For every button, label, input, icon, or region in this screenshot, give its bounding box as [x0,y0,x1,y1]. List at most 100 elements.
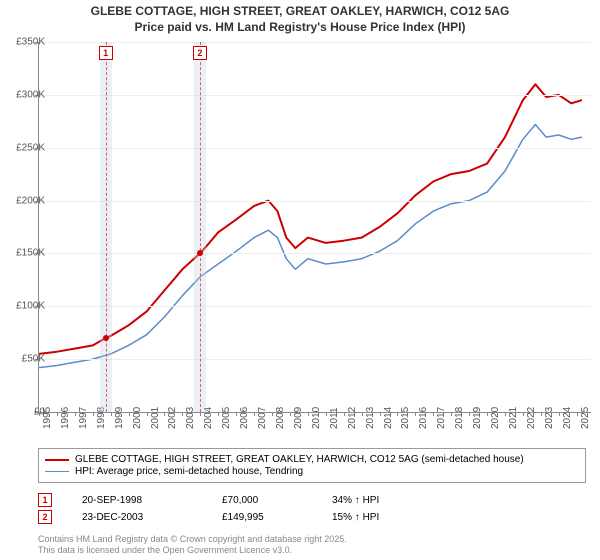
x-tick-label: 2007 [257,407,268,429]
x-tick-label: 2012 [347,407,358,429]
sale-pct-2: 15% ↑ HPI [332,512,422,523]
x-tick-mark [57,412,58,416]
x-tick-label: 2006 [239,407,250,429]
x-tick-mark [75,412,76,416]
x-tick-label: 2024 [562,407,573,429]
y-gridline [39,42,591,43]
y-tick-label: £300K [5,89,45,100]
chart-title-block: GLEBE COTTAGE, HIGH STREET, GREAT OAKLEY… [0,0,600,35]
legend-label-property: GLEBE COTTAGE, HIGH STREET, GREAT OAKLEY… [75,454,524,465]
x-tick-mark [380,412,381,416]
sale-dot [103,335,109,341]
sale-marker-box: 2 [193,46,207,60]
sale-marker-box: 1 [99,46,113,60]
x-tick-mark [415,412,416,416]
x-tick-label: 2021 [508,407,519,429]
x-tick-mark [254,412,255,416]
y-tick-label: £350K [5,37,45,48]
x-tick-label: 2016 [418,407,429,429]
y-tick-label: £250K [5,142,45,153]
x-tick-label: 2013 [365,407,376,429]
x-tick-mark [272,412,273,416]
x-tick-mark [200,412,201,416]
x-tick-label: 2001 [150,407,161,429]
legend-swatch-hpi [45,471,69,472]
x-tick-mark [290,412,291,416]
x-tick-label: 2014 [383,407,394,429]
x-tick-mark [559,412,560,416]
sale-price-2: £149,995 [222,512,302,523]
attribution-line-1: Contains HM Land Registry data © Crown c… [38,534,347,545]
sale-date-1: 20-SEP-1998 [82,495,192,506]
chart-lines-svg [39,42,591,412]
x-tick-label: 2008 [275,407,286,429]
x-tick-mark [469,412,470,416]
y-gridline [39,95,591,96]
x-tick-mark [236,412,237,416]
title-line-1: GLEBE COTTAGE, HIGH STREET, GREAT OAKLEY… [0,4,600,20]
x-tick-label: 1996 [60,407,71,429]
x-tick-mark [308,412,309,416]
attribution: Contains HM Land Registry data © Crown c… [38,534,347,556]
x-tick-label: 2011 [329,407,340,429]
x-tick-mark [164,412,165,416]
sale-price-1: £70,000 [222,495,302,506]
x-tick-label: 2020 [490,407,501,429]
sale-dot [197,250,203,256]
sale-marker-dashed [106,42,107,412]
x-tick-mark [451,412,452,416]
x-tick-mark [326,412,327,416]
legend-swatch-property [45,459,69,461]
sale-marker-1: 1 [38,493,52,507]
x-tick-mark [147,412,148,416]
x-tick-mark [182,412,183,416]
legend-panel: GLEBE COTTAGE, HIGH STREET, GREAT OAKLEY… [38,448,586,483]
x-tick-mark [129,412,130,416]
x-tick-mark [505,412,506,416]
y-gridline [39,201,591,202]
y-gridline [39,253,591,254]
x-tick-mark [344,412,345,416]
x-tick-mark [93,412,94,416]
x-tick-label: 2009 [293,407,304,429]
y-tick-label: £200K [5,195,45,206]
x-tick-label: 2023 [544,407,555,429]
y-gridline [39,306,591,307]
x-tick-mark [111,412,112,416]
x-tick-mark [487,412,488,416]
x-tick-mark [541,412,542,416]
x-tick-mark [397,412,398,416]
y-tick-label: £50K [5,354,45,365]
x-tick-label: 2010 [311,407,322,429]
sale-pct-1: 34% ↑ HPI [332,495,422,506]
y-gridline [39,359,591,360]
y-tick-label: £100K [5,301,45,312]
x-tick-label: 2000 [132,407,143,429]
x-tick-label: 2002 [167,407,178,429]
legend-row-property: GLEBE COTTAGE, HIGH STREET, GREAT OAKLEY… [45,454,579,465]
x-tick-mark [218,412,219,416]
attribution-line-2: This data is licensed under the Open Gov… [38,545,347,556]
title-line-2: Price paid vs. HM Land Registry's House … [0,20,600,36]
x-tick-label: 2017 [436,407,447,429]
sale-date-2: 23-DEC-2003 [82,512,192,523]
y-tick-label: £0 [5,407,45,418]
sale-marker-dashed [200,42,201,412]
x-tick-mark [577,412,578,416]
x-tick-mark [362,412,363,416]
sale-rows: 1 20-SEP-1998 £70,000 34% ↑ HPI 2 23-DEC… [38,490,586,527]
x-tick-label: 2025 [580,407,591,429]
y-tick-label: £150K [5,248,45,259]
x-tick-label: 1997 [78,407,89,429]
x-tick-label: 1999 [114,407,125,429]
x-tick-label: 2005 [221,407,232,429]
x-tick-label: 2018 [454,407,465,429]
x-tick-label: 2019 [472,407,483,429]
y-gridline [39,148,591,149]
series-line-property [39,84,582,354]
legend-label-hpi: HPI: Average price, semi-detached house,… [75,466,303,477]
x-tick-label: 2015 [400,407,411,429]
chart-plot-area: 1995199619971998199920002001200220032004… [38,42,591,413]
x-tick-mark [523,412,524,416]
sale-row-2: 2 23-DEC-2003 £149,995 15% ↑ HPI [38,510,586,524]
